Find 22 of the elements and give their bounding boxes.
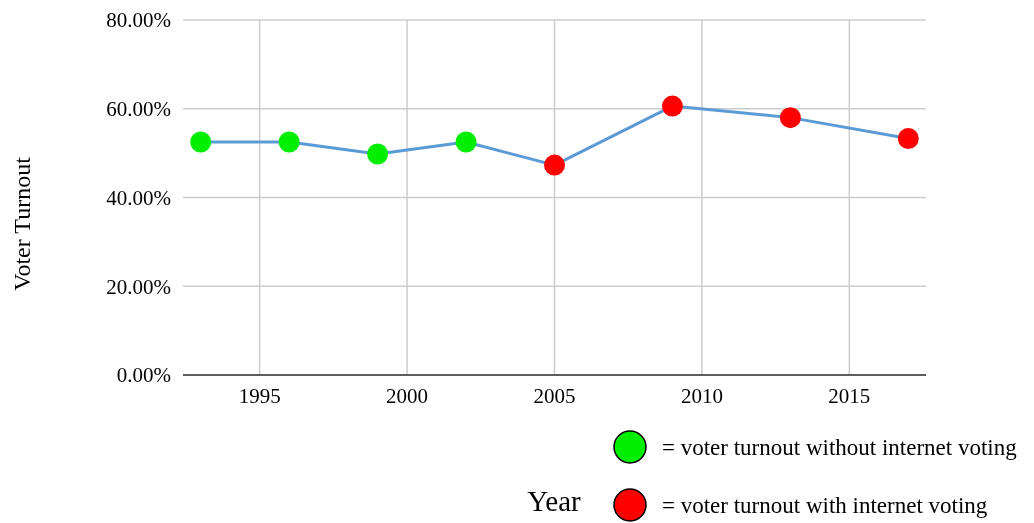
- x-tick-label: 2005: [533, 384, 576, 408]
- point: [367, 143, 389, 165]
- x-axis-title: Year: [527, 485, 582, 517]
- point: [455, 131, 477, 153]
- point: [190, 131, 212, 153]
- y-axis-title: Voter Turnout: [9, 156, 35, 291]
- legend-label: = voter turnout with internet voting: [662, 493, 988, 518]
- point: [661, 95, 683, 117]
- y-tick-label: 0.00%: [116, 363, 171, 388]
- x-tick-label: 2010: [680, 384, 723, 408]
- point: [278, 131, 300, 153]
- x-tick-label: 2000: [386, 384, 429, 408]
- x-tick-label: 1995: [238, 384, 281, 408]
- point: [897, 127, 919, 149]
- point: [544, 154, 565, 176]
- legend-label: = voter turnout without internet voting: [662, 435, 1018, 460]
- point: [779, 107, 801, 129]
- y-tick-label: 20.00%: [106, 274, 171, 299]
- y-tick-label: 80.00%: [106, 8, 171, 33]
- x-tick-label: 2015: [828, 384, 871, 408]
- y-tick-label: 40.00%: [106, 185, 171, 210]
- y-tick-label: 60.00%: [106, 97, 171, 122]
